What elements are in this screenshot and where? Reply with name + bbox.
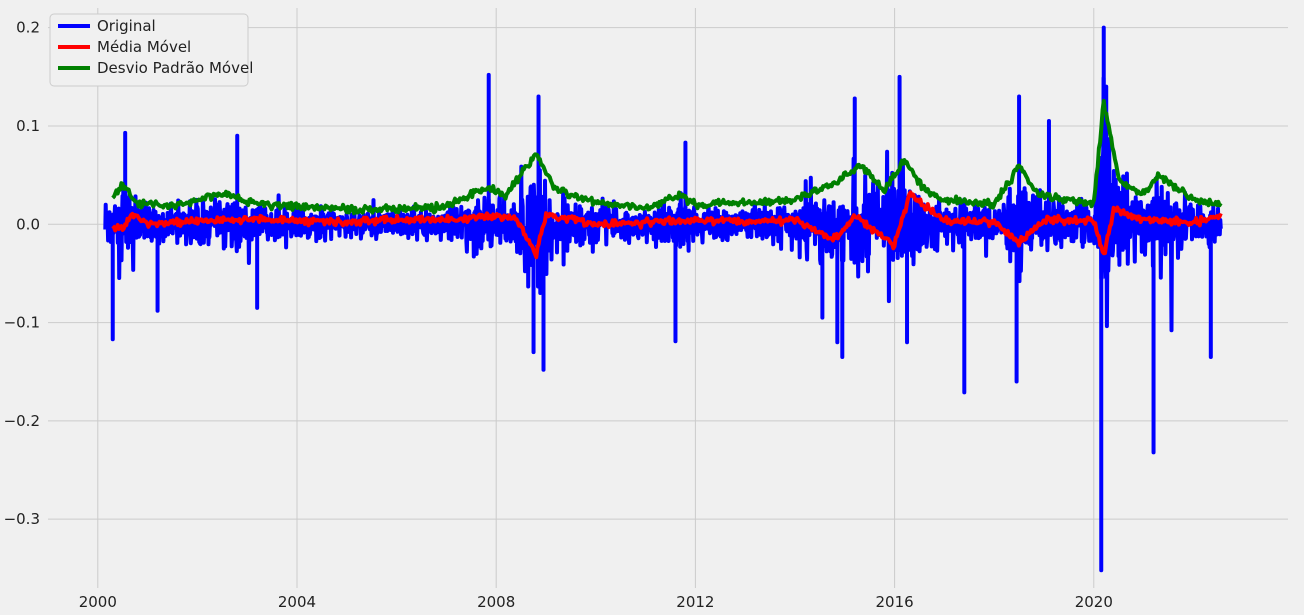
y-tick-label: 0.2 [16,19,40,37]
x-tick-label: 2000 [79,593,117,611]
x-tick-label: 2020 [1075,593,1113,611]
series-layer [103,25,1223,573]
plot-background [48,8,1288,588]
legend-label-media-movel: Média Móvel [97,38,191,56]
x-tick-label: 2012 [676,593,714,611]
series-original-line [103,76,1223,333]
tick-labels: 2000 2004 2008 2012 2016 2020 0.2 0.1 0.0 −0.1 −0.… [4,19,1113,611]
series-media-movel-line [111,190,1223,260]
x-tick-label: 2008 [477,593,515,611]
x-tick-label: 2004 [278,593,316,611]
y-tick-label: −0.1 [4,314,40,332]
legend-label-original: Original [97,17,156,35]
y-tick-label: 0.1 [16,117,40,135]
y-tick-label: −0.2 [4,412,40,430]
legend-label-desvio-padrao-movel: Desvio Padrão Móvel [97,59,253,77]
legend-box [49,13,249,87]
y-tick-label: 0.0 [16,215,40,233]
series-desvio-padrao-movel-line [111,98,1223,216]
y-tick-label: −0.3 [4,510,40,528]
legend: Original Média Móvel Desvio Padrão Móvel [49,13,253,87]
x-tick-label: 2016 [875,593,913,611]
